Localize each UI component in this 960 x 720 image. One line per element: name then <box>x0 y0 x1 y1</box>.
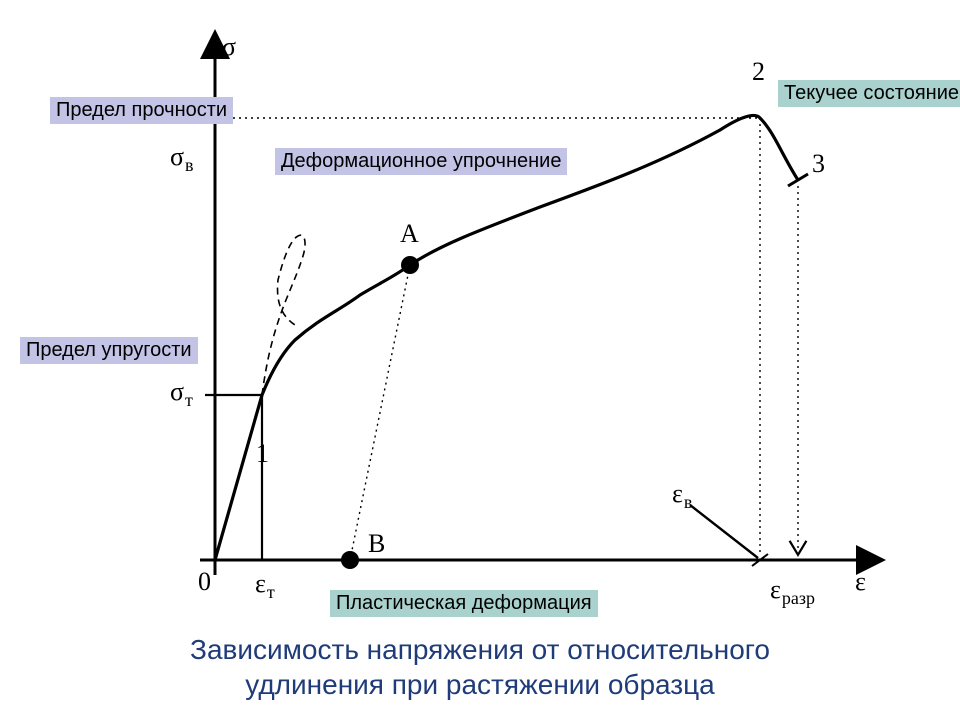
eps-raz-label: εразр <box>770 575 815 608</box>
eps-t-label: εт <box>255 569 275 602</box>
tag-strain-hardening: Деформационное упрочнение <box>275 148 567 175</box>
yield-dashed-curve <box>262 235 305 395</box>
tag-yield-state: Текучее состояние <box>778 80 960 107</box>
caption-line-1: Зависимость напряжения от относительного <box>190 634 770 665</box>
y-axis-label: σ <box>222 32 236 61</box>
unload-line <box>350 265 410 560</box>
origin-label: 0 <box>198 567 211 596</box>
x-axis-label: ε <box>855 567 866 596</box>
point-a-label: A <box>400 219 419 248</box>
caption-line-2: удлинения при растяжении образца <box>245 669 714 700</box>
eps-b-label: εв <box>672 479 692 512</box>
fracture-cap <box>788 174 808 186</box>
tag-ultimate-strength: Предел прочности <box>50 97 233 124</box>
sigma-b-label: σв <box>170 142 194 175</box>
tag-plastic-deform: Пластическая деформация <box>330 590 598 617</box>
tag-elastic-limit: Предел упругости <box>20 337 198 364</box>
num-1-label: 1 <box>256 439 269 468</box>
eps-b-pointer <box>690 505 758 558</box>
sigma-t-label: σт <box>170 377 193 410</box>
point-b-label: B <box>368 529 385 558</box>
num-3-label: 3 <box>812 149 825 178</box>
point-a <box>401 256 419 274</box>
diagram-root: σ ε 0 σв σт εт εв εразр A B 1 2 3 Предел… <box>0 0 960 720</box>
num-2-label: 2 <box>752 57 765 86</box>
point-b <box>341 551 359 569</box>
stress-strain-curve <box>215 115 798 560</box>
figure-caption: Зависимость напряжения от относительного… <box>0 632 960 702</box>
